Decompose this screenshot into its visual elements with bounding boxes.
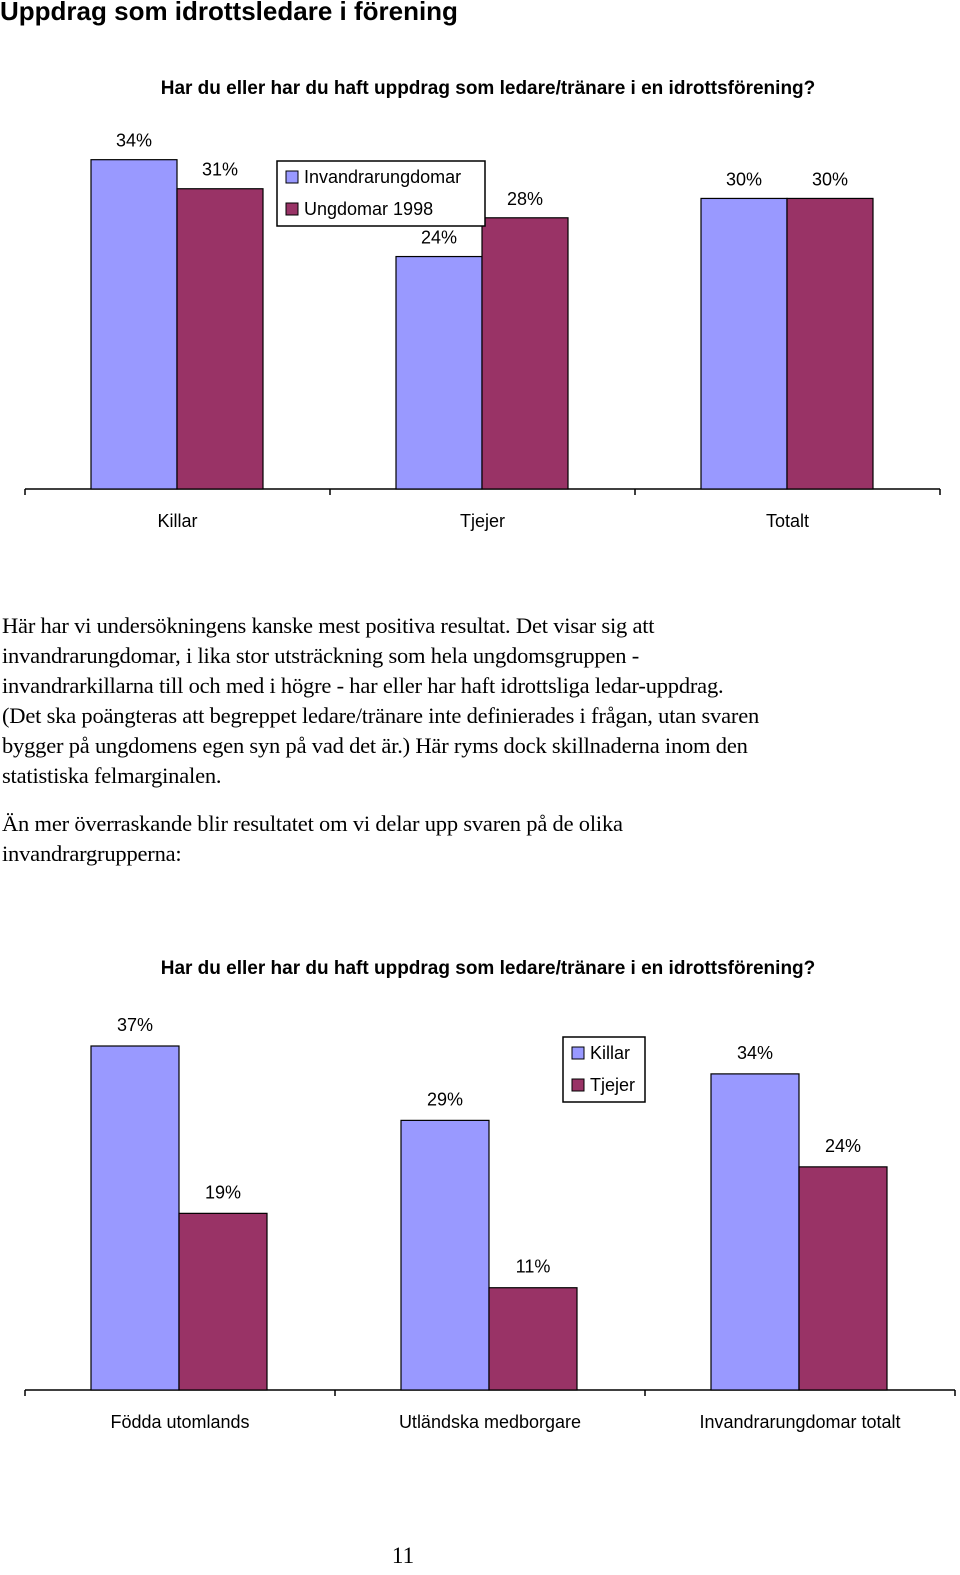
category-label: Utländska medborgare xyxy=(399,1412,581,1432)
bar-2-3 xyxy=(786,197,874,490)
data-label: 34% xyxy=(737,1043,773,1063)
chart-2-title: Har du eller har du haft uppdrag som led… xyxy=(160,958,816,979)
body-paragraph-2: Än mer överraskande blir resultatet om v… xyxy=(2,811,623,866)
legend-swatch-2 xyxy=(571,1078,585,1092)
legend-swatch-1 xyxy=(571,1046,585,1060)
category-label: Totalt xyxy=(766,511,809,531)
bar-2-3 xyxy=(798,1166,888,1391)
data-label: 19% xyxy=(205,1182,241,1202)
legend: Killar Tjejer xyxy=(562,1036,646,1103)
chart-1-title: Har du eller har du haft uppdrag som led… xyxy=(160,78,816,99)
body-paragraph-1: Här har vi undersökningens kanske mest p… xyxy=(2,613,760,788)
bar-1-1 xyxy=(90,1045,180,1391)
page-number: 11 xyxy=(391,1543,415,1568)
category-label: Invandrarungdomar totalt xyxy=(699,1412,900,1432)
bar-2-2 xyxy=(488,1287,578,1391)
bar-2-1 xyxy=(176,188,264,490)
data-label: 11% xyxy=(516,1257,551,1277)
legend: Invandrarungdomar Ungdomar 1998 xyxy=(276,160,486,227)
bar-2-2 xyxy=(481,217,569,490)
data-label: 37% xyxy=(117,1015,153,1035)
legend-swatch-1 xyxy=(285,170,299,184)
bar-1-1 xyxy=(90,159,178,490)
bar-2-1 xyxy=(178,1212,268,1391)
bar-1-3 xyxy=(710,1073,800,1391)
data-label: 30% xyxy=(812,169,848,189)
bar-1-3 xyxy=(700,197,788,490)
data-label: 31% xyxy=(202,160,238,180)
data-label: 34% xyxy=(116,131,152,151)
data-label: 29% xyxy=(427,1089,463,1109)
legend-label-1: Invandrarungdomar xyxy=(304,167,461,187)
data-label: 24% xyxy=(421,228,457,248)
data-label: 24% xyxy=(825,1136,861,1156)
category-label: Tjejer xyxy=(460,511,505,531)
category-label: Killar xyxy=(157,511,197,531)
legend-label-1: Killar xyxy=(590,1043,630,1063)
data-label: 28% xyxy=(507,189,543,209)
legend-swatch-2 xyxy=(285,202,299,216)
bar-1-2 xyxy=(400,1119,490,1391)
chart-2: 37% 19% Födda utomlands 29% 11% Utländska med… xyxy=(24,1015,956,1432)
data-label: 30% xyxy=(726,169,762,189)
legend-label-2: Tjejer xyxy=(590,1075,635,1095)
bar-1-2 xyxy=(395,255,483,490)
legend-box xyxy=(276,160,486,227)
chart-1: 34% 31% Killar 24% 28% Tjejer 30% 30% Totalt Inva… xyxy=(24,131,941,531)
page-heading: Uppdrag som idrottsledare i förening xyxy=(0,0,458,26)
category-label: Födda utomlands xyxy=(110,1412,249,1432)
legend-label-2: Ungdomar 1998 xyxy=(304,199,433,219)
